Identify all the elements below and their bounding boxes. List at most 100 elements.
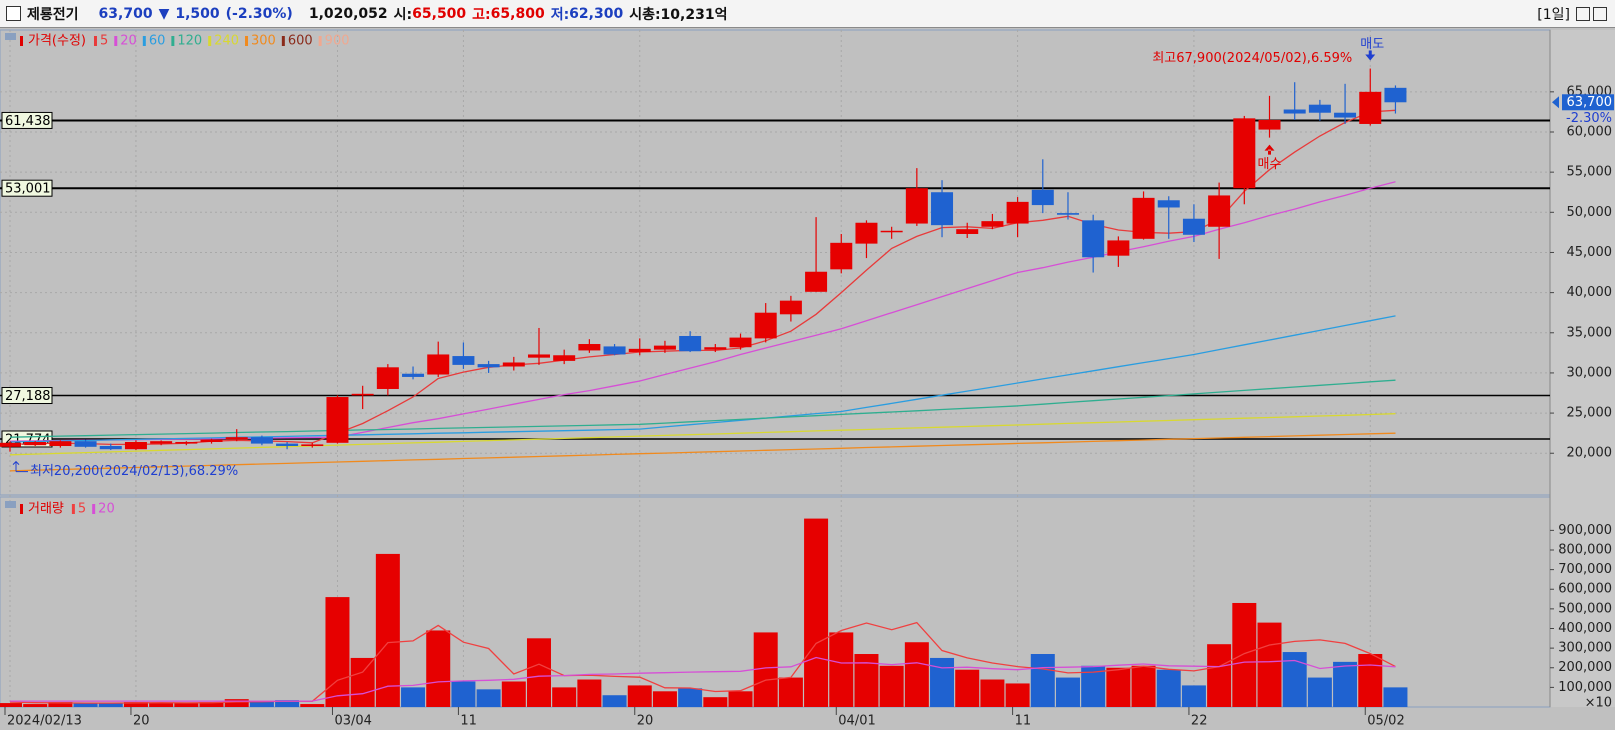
volume-bar <box>955 669 980 707</box>
h-line-label-box <box>1 387 53 405</box>
legend-swatch <box>71 504 75 514</box>
candle-body <box>1308 104 1331 113</box>
candle-body <box>603 346 626 355</box>
volume-bar <box>476 689 501 707</box>
volume-bar <box>224 699 249 707</box>
candle-body <box>1056 213 1079 215</box>
x-tick-label: 2024/02/13 <box>7 714 82 729</box>
volume-bar <box>98 703 123 707</box>
candle-body <box>402 373 425 377</box>
low: 62,300 <box>569 5 624 22</box>
close-button[interactable] <box>1593 6 1607 21</box>
y-tick-label: 200,000 <box>1558 660 1612 675</box>
chart: 20,000 25,000 30,000 35,000 40,000 45,000 50,0… <box>0 29 1615 729</box>
candle-body <box>124 441 147 450</box>
open: 65,500 <box>412 5 467 22</box>
y-tick-label: 30,000 <box>1567 365 1613 380</box>
y-tick-label: 700,000 <box>1558 562 1612 577</box>
h-line-label: 61,438 <box>5 114 51 129</box>
volume-bar <box>325 597 350 707</box>
y-tick-label: 20,000 <box>1567 446 1613 461</box>
volume-bar <box>652 691 677 707</box>
candle-body <box>427 354 450 375</box>
candle-body <box>1258 119 1281 130</box>
y-tick-label: 300,000 <box>1558 641 1612 656</box>
candle-body <box>326 397 349 443</box>
candle-body <box>653 345 676 350</box>
unit-label: ×10 <box>1585 696 1612 711</box>
period[interactable]: [1일] <box>1537 6 1570 23</box>
legend-swatch <box>20 36 23 46</box>
volume-bar <box>526 638 551 707</box>
candle-body <box>905 188 928 224</box>
checkbox[interactable] <box>6 6 21 21</box>
candle-body <box>74 441 97 447</box>
candle-body <box>1384 87 1407 103</box>
buy-label: 매수 <box>1258 157 1282 172</box>
volume-bar <box>1055 677 1080 707</box>
volume-bar <box>275 700 300 707</box>
volume-bar <box>1005 683 1030 707</box>
candle-body <box>1082 220 1105 258</box>
legend-swatch <box>245 36 249 46</box>
sell-label: 매도 <box>1360 37 1384 52</box>
volume-bar <box>350 657 375 707</box>
header-bar: 제룡전기 63,700 ▼ 1,500 (-2.30%) 1,020,052 시… <box>0 0 1615 28</box>
candle-body <box>301 444 324 447</box>
legend-swatch <box>318 36 322 46</box>
candle-body <box>502 362 525 367</box>
legend-item: 5 <box>100 34 108 49</box>
panel-icon <box>5 33 16 40</box>
volume-bar <box>249 701 274 707</box>
last-price-pointer <box>1552 96 1559 109</box>
x-tick-label: 04/01 <box>838 714 875 729</box>
volume-bar <box>401 687 426 707</box>
ma-line <box>9 413 1396 456</box>
volume-bar <box>375 553 400 707</box>
maximize-button[interactable] <box>1576 6 1590 21</box>
last-change: -2.30% <box>1566 111 1612 126</box>
candle-body <box>1157 200 1180 208</box>
candle-body <box>553 355 576 361</box>
y-tick-label: 40,000 <box>1567 285 1613 300</box>
candle-body <box>0 442 21 447</box>
volume-ma-line <box>9 621 1396 704</box>
volume-bar <box>48 702 73 707</box>
x-tick-label: 20 <box>133 714 150 729</box>
volume-bar <box>552 687 577 707</box>
legend-item: 900 <box>325 34 350 49</box>
y-tick-label: 600,000 <box>1558 582 1612 597</box>
volume-bar <box>174 703 199 707</box>
legend-item: 5 <box>78 502 86 517</box>
volume-bar <box>1030 654 1055 707</box>
last-price: 63,700 <box>1567 95 1613 110</box>
legend-swatch <box>171 36 175 46</box>
candle-body <box>679 335 702 352</box>
y-tick-label: 400,000 <box>1558 621 1612 636</box>
volume-bar <box>678 688 703 707</box>
volume-bar <box>451 681 476 707</box>
candle-body <box>351 393 374 396</box>
volume-bar <box>778 677 803 707</box>
volume-bar <box>23 704 48 707</box>
legend-swatch <box>114 36 118 46</box>
volume-bar <box>1307 677 1332 707</box>
y-tick-label: 35,000 <box>1567 325 1613 340</box>
volume-ma-line <box>10 656 1396 702</box>
change-pct: (-2.30%) <box>225 5 293 22</box>
y-tick-label: 55,000 <box>1567 165 1613 180</box>
h-line-label: 53,001 <box>5 182 51 197</box>
panel-icon <box>5 501 16 508</box>
volume-bar <box>149 703 174 707</box>
volume-bar <box>501 681 526 707</box>
open-label: 시: <box>393 6 413 23</box>
candle-body <box>527 354 550 358</box>
legend-item: 300 <box>251 34 276 49</box>
legend-title: 가격(수정) <box>28 34 86 49</box>
candle-body <box>1208 195 1231 227</box>
x-tick-label: 20 <box>637 714 654 729</box>
volume-bar <box>829 632 854 707</box>
x-tick-label: 11 <box>460 714 477 729</box>
volume-bar <box>879 665 904 707</box>
